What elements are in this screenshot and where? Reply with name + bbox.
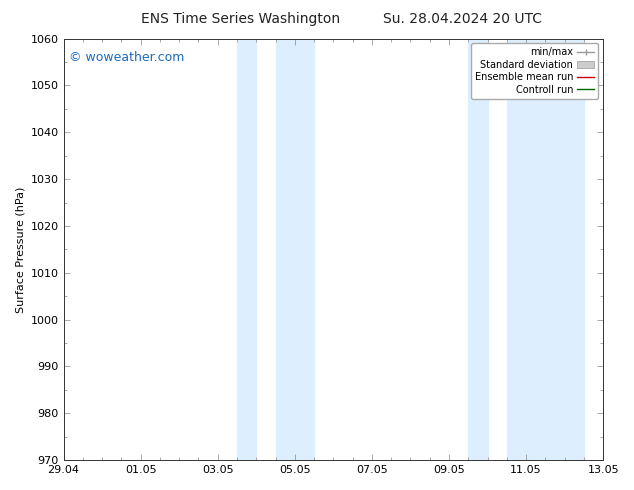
Text: © woweather.com: © woweather.com: [69, 51, 184, 64]
Y-axis label: Surface Pressure (hPa): Surface Pressure (hPa): [15, 186, 25, 313]
Bar: [237, 39, 256, 460]
Bar: [469, 39, 488, 460]
Text: Su. 28.04.2024 20 UTC: Su. 28.04.2024 20 UTC: [384, 12, 542, 26]
Text: ENS Time Series Washington: ENS Time Series Washington: [141, 12, 340, 26]
Bar: [507, 39, 584, 460]
Legend: min/max, Standard deviation, Ensemble mean run, Controll run: min/max, Standard deviation, Ensemble me…: [470, 44, 598, 98]
Bar: [276, 39, 314, 460]
